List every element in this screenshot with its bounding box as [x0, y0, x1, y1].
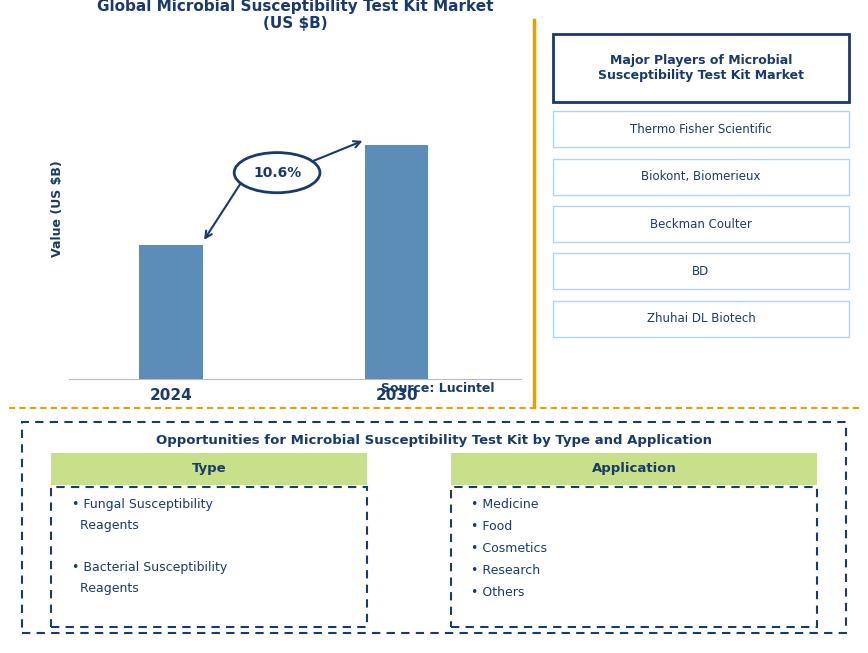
Title: Global Microbial Susceptibility Test Kit Market
(US $B): Global Microbial Susceptibility Test Kit…	[97, 0, 493, 31]
FancyBboxPatch shape	[22, 422, 846, 633]
Text: Application: Application	[592, 462, 676, 475]
Text: • Fungal Susceptibility
  Reagents

• Bacterial Susceptibility
  Reagents: • Fungal Susceptibility Reagents • Bacte…	[71, 498, 227, 595]
Ellipse shape	[234, 153, 320, 193]
Text: BD: BD	[693, 265, 709, 278]
Text: Biokont, Biomerieux: Biokont, Biomerieux	[641, 170, 760, 183]
FancyBboxPatch shape	[50, 486, 367, 627]
Bar	[140, 245, 202, 379]
FancyBboxPatch shape	[553, 206, 849, 242]
FancyBboxPatch shape	[553, 159, 849, 195]
Text: Thermo Fisher Scientific: Thermo Fisher Scientific	[630, 123, 772, 136]
FancyBboxPatch shape	[553, 300, 849, 337]
Y-axis label: Value (US $B): Value (US $B)	[51, 161, 64, 257]
FancyBboxPatch shape	[553, 253, 849, 289]
FancyBboxPatch shape	[553, 34, 849, 102]
Bar	[365, 144, 428, 379]
FancyBboxPatch shape	[553, 111, 849, 148]
FancyBboxPatch shape	[450, 453, 818, 485]
Text: Type: Type	[192, 462, 227, 475]
Text: • Medicine
• Food
• Cosmetics
• Research
• Others: • Medicine • Food • Cosmetics • Research…	[471, 498, 548, 599]
FancyBboxPatch shape	[50, 453, 367, 485]
Text: Source: Lucintel: Source: Lucintel	[381, 382, 495, 395]
Text: 10.6%: 10.6%	[253, 166, 301, 180]
Text: Major Players of Microbial
Susceptibility Test Kit Market: Major Players of Microbial Susceptibilit…	[598, 54, 804, 82]
Text: Opportunities for Microbial Susceptibility Test Kit by Type and Application: Opportunities for Microbial Susceptibili…	[156, 434, 712, 447]
FancyBboxPatch shape	[450, 486, 818, 627]
Text: Beckman Coulter: Beckman Coulter	[650, 217, 752, 231]
Text: Zhuhai DL Biotech: Zhuhai DL Biotech	[647, 312, 755, 325]
